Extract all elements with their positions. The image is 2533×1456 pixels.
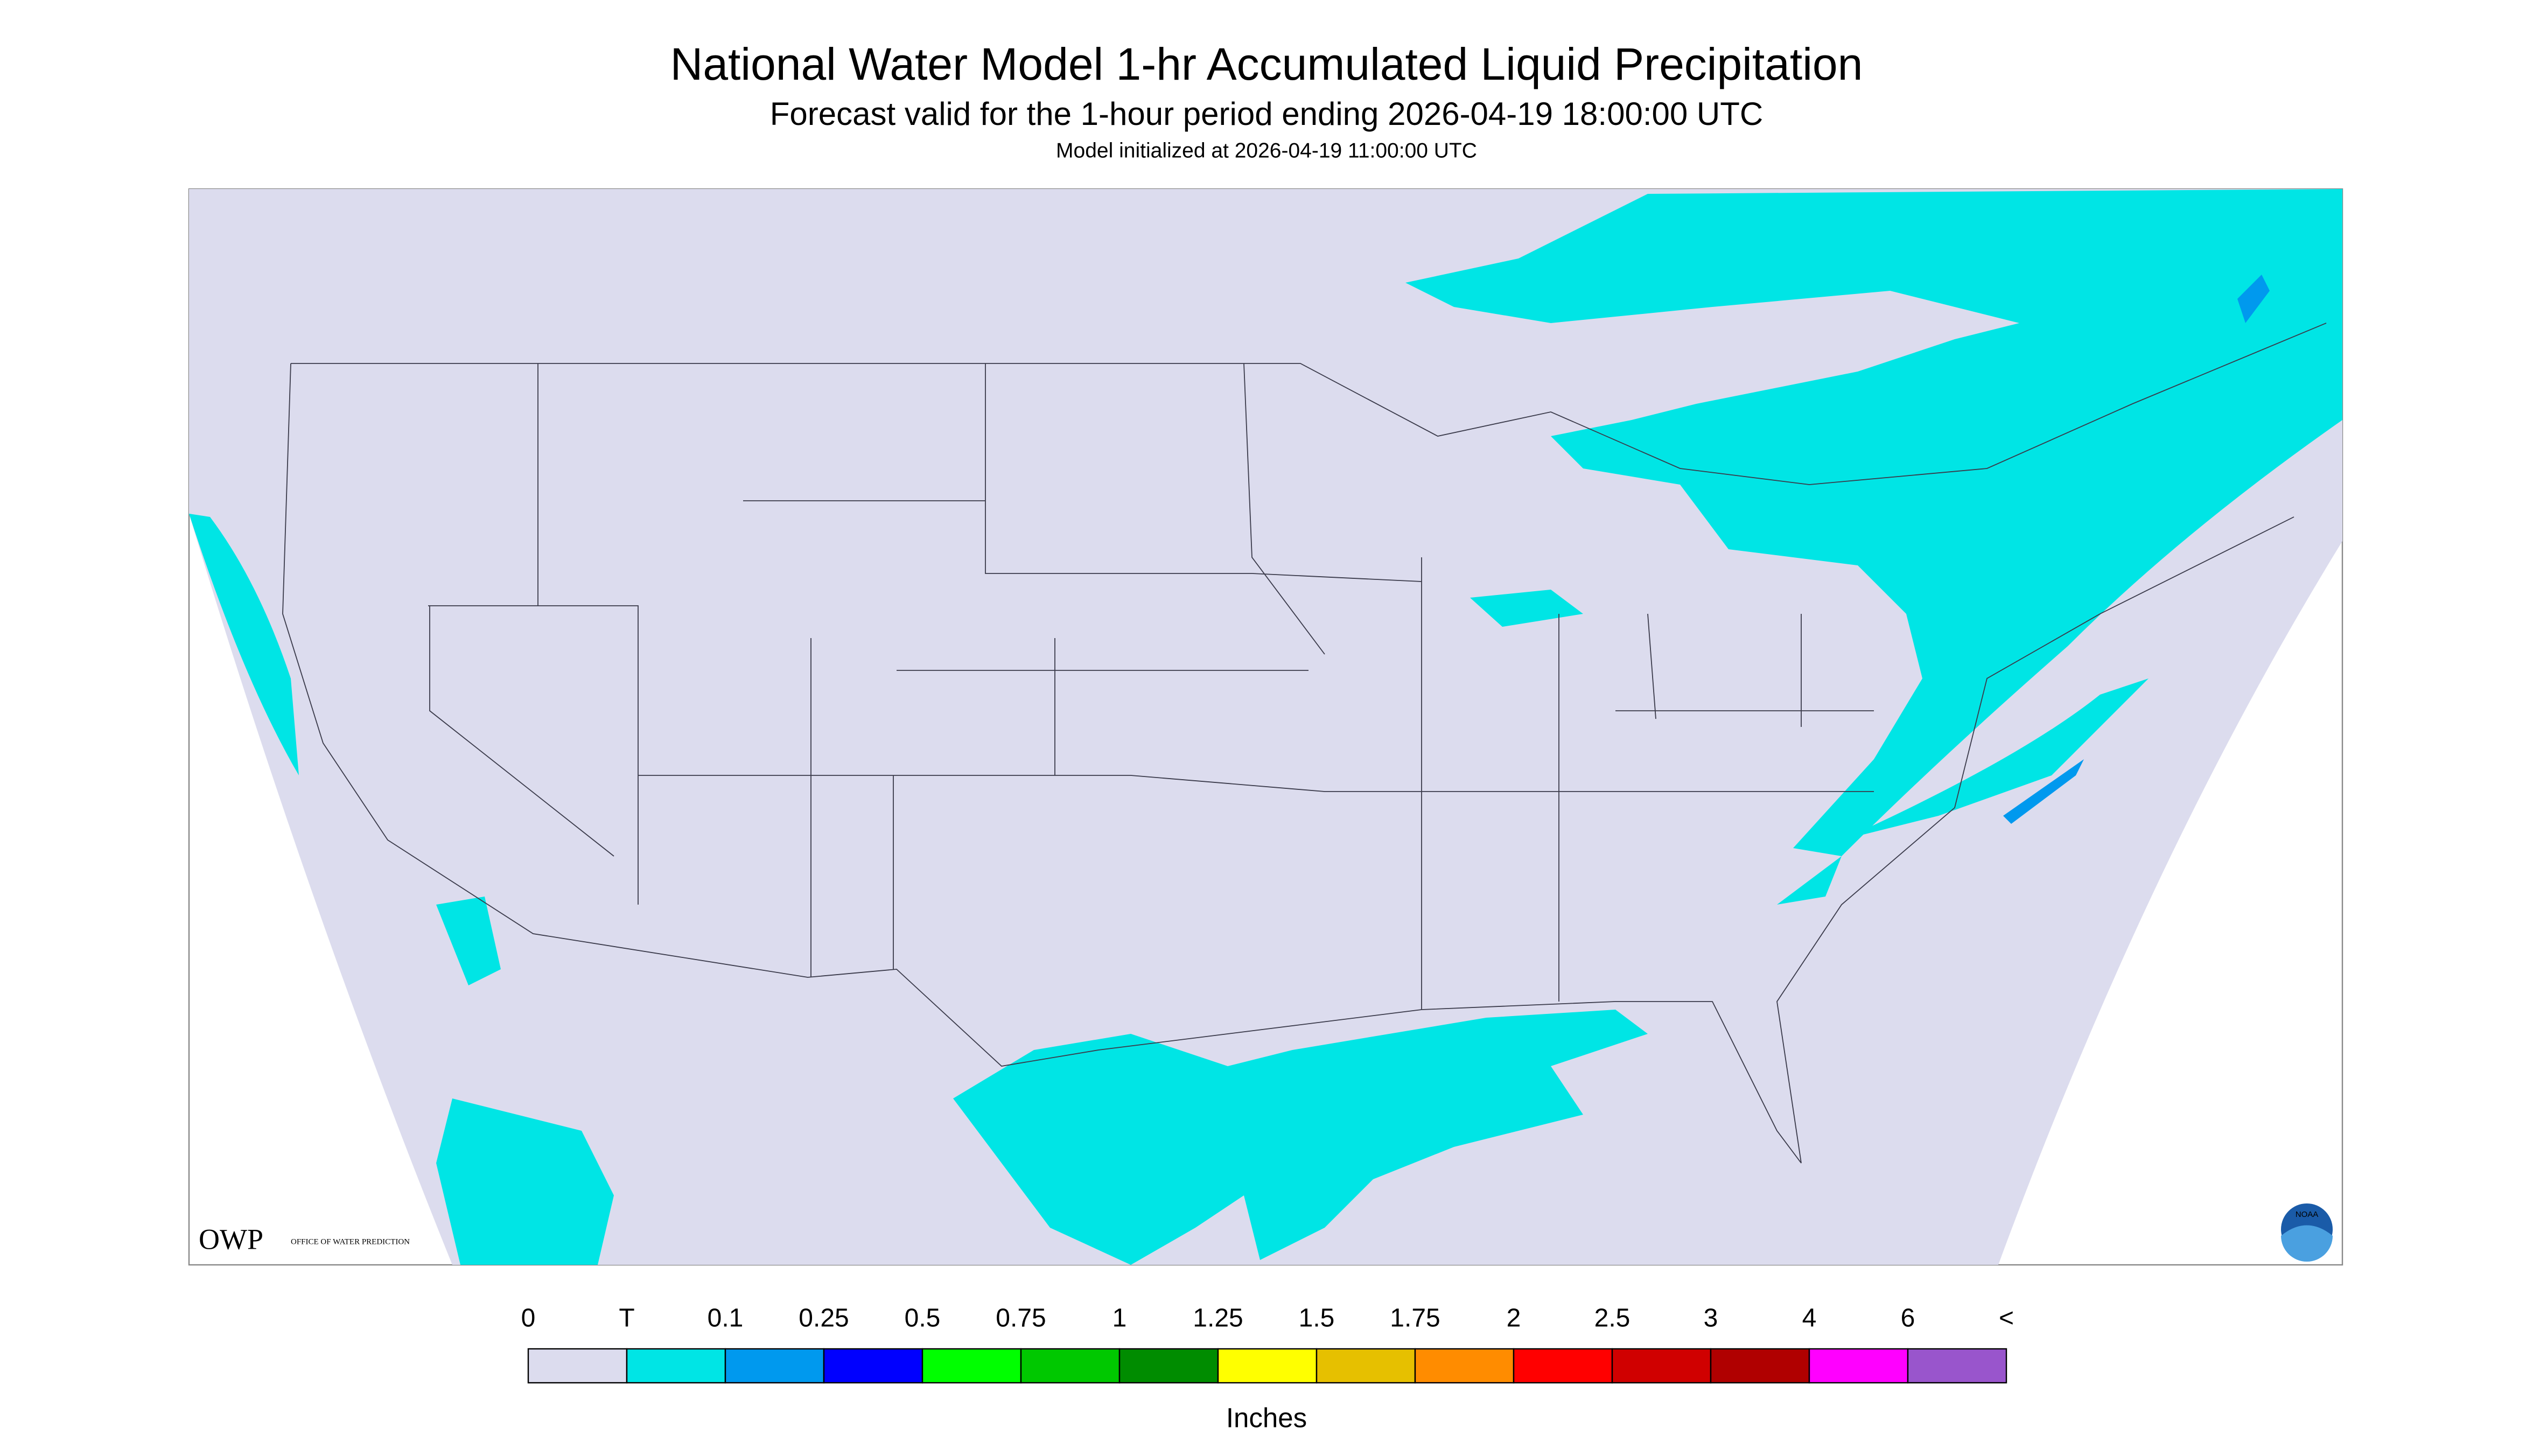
legend-label: T xyxy=(619,1304,634,1333)
legend-swatch xyxy=(1414,1348,1515,1384)
noaa-logo: NOAA xyxy=(2281,1203,2333,1262)
precip-area xyxy=(1405,189,2342,857)
title: National Water Model 1-hr Accumulated Li… xyxy=(670,39,1863,89)
noaa-wave xyxy=(2281,1225,2333,1262)
legend-label: 4 xyxy=(1802,1304,1817,1333)
precip-area xyxy=(436,590,1583,1265)
precip-area xyxy=(1777,678,2149,905)
precip-area xyxy=(189,514,299,776)
legend-label: 1.5 xyxy=(1299,1304,1335,1333)
legend-swatch xyxy=(1808,1348,1909,1384)
legend-swatch xyxy=(823,1348,923,1384)
precip-area xyxy=(953,1010,1648,1265)
legend-label: < xyxy=(1999,1304,2014,1333)
legend-label: 0.75 xyxy=(996,1304,1046,1333)
legend-label: 2.5 xyxy=(1594,1304,1631,1333)
legend-swatch xyxy=(527,1348,628,1384)
boundary xyxy=(428,363,1874,1010)
legend-swatch xyxy=(1710,1348,1810,1384)
owp-logo: OWP OFFICE OF WATER PREDICTION xyxy=(199,1223,410,1255)
legend-swatch xyxy=(1316,1348,1416,1384)
legend-swatch xyxy=(1907,1348,2007,1384)
map xyxy=(188,188,2343,1266)
legend-label: 0.5 xyxy=(905,1304,941,1333)
owp-name: OFFICE OF WATER PREDICTION xyxy=(291,1237,410,1246)
legend-swatch xyxy=(1513,1348,1613,1384)
legend-label: 1.25 xyxy=(1193,1304,1243,1333)
legend-label: 6 xyxy=(1901,1304,1915,1333)
legend-swatch xyxy=(1217,1348,1318,1384)
legend-label: 1.75 xyxy=(1390,1304,1440,1333)
legend-swatch xyxy=(724,1348,825,1384)
legend-label: 0 xyxy=(521,1304,536,1333)
legend-swatch xyxy=(1611,1348,1712,1384)
legend-unit: Inches xyxy=(1226,1402,1307,1433)
legend-swatch xyxy=(1020,1348,1121,1384)
legend-swatch xyxy=(1118,1348,1219,1384)
legend-label: 0.25 xyxy=(799,1304,849,1333)
owp-mark: OWP xyxy=(199,1223,263,1255)
legend-swatch xyxy=(626,1348,726,1384)
legend-label: 1 xyxy=(1112,1304,1127,1333)
legend-label: 2 xyxy=(1507,1304,1521,1333)
legend: 0 T 0.1 0.25 0.5 0.75 1 1.25 1.5 1.75 2 2.5 3 4 6 < xyxy=(521,1304,2014,1384)
noaa-text: NOAA xyxy=(2296,1210,2319,1219)
legend-label: 3 xyxy=(1704,1304,1718,1333)
boundary xyxy=(291,323,2327,485)
legend-swatch xyxy=(921,1348,1022,1384)
subtitle: Forecast valid for the 1-hour period end… xyxy=(770,96,1763,132)
legend-label: 0.1 xyxy=(708,1304,744,1333)
init-time: Model initialized at 2026-04-19 11:00:00… xyxy=(1056,139,1477,162)
